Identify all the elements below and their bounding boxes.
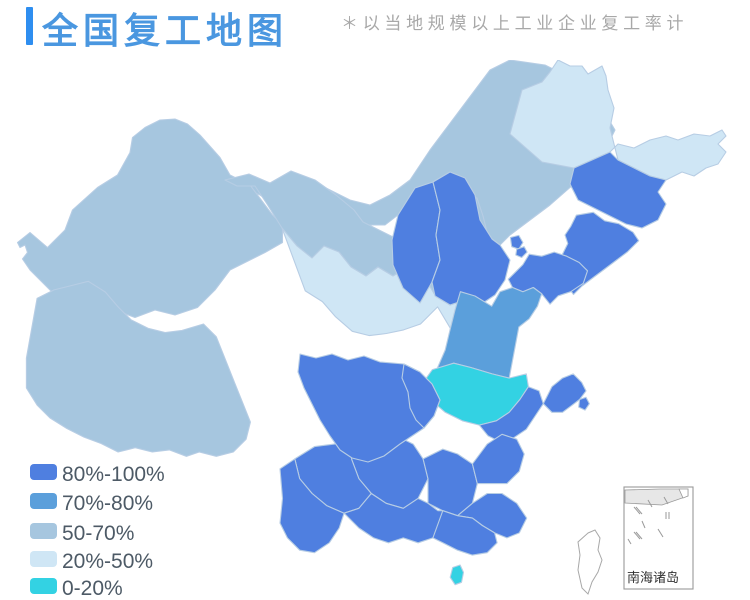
svg-text:南海诸岛: 南海诸岛 <box>627 570 679 585</box>
